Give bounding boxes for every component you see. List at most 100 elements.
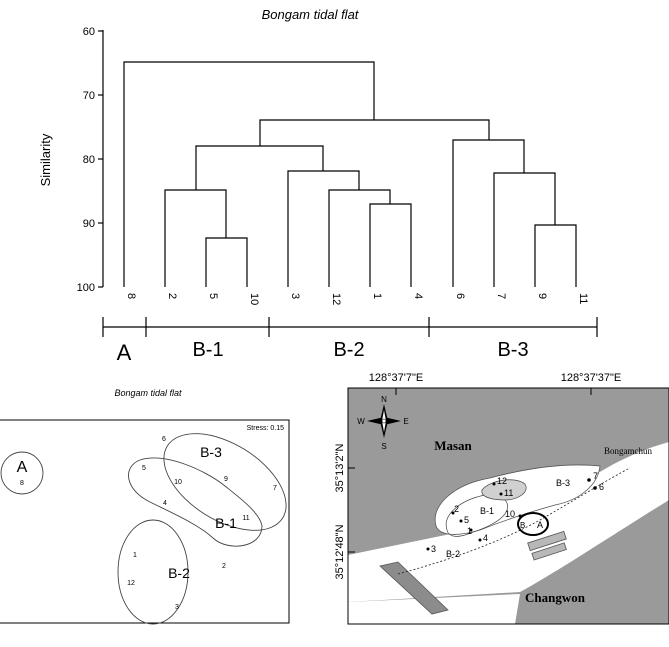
station: 5 <box>459 515 469 525</box>
station-label: 4 <box>483 533 488 543</box>
group-labels: A B-1 B-2 B-3 <box>117 339 529 365</box>
station-label: 3 <box>431 544 436 554</box>
station: 10 <box>505 509 522 519</box>
longitude-label: 128°37'37"E <box>561 372 622 384</box>
leaf-label: 12 <box>330 293 342 305</box>
group-label-a: A <box>117 340 132 365</box>
station: 2 <box>451 504 459 515</box>
map-coordinates: 128°37'7"E 128°37'37"E 35°13'2"N 35°12'4… <box>334 372 621 580</box>
group-label-b2: B-2 <box>333 339 364 361</box>
station-label: 6 <box>599 482 604 492</box>
dendrogram-branches <box>123 61 577 287</box>
mds-point: 7 <box>273 485 277 492</box>
mds-panel: Bongam tidal flat Stress: 0.15 A B-3 B-1… <box>0 388 290 625</box>
latitude-label: 35°13'2"N <box>334 443 346 492</box>
map-panel: 128°37'7"E 128°37'37"E 35°13'2"N 35°12'4… <box>334 372 669 625</box>
place-changwon: Changwon <box>525 590 586 605</box>
station: 12 <box>492 476 507 486</box>
group-label-b1: B-1 <box>215 515 237 531</box>
station: 4 <box>478 533 488 543</box>
mds-point: 1 <box>133 552 137 559</box>
latitude-label: 35°12'48"N <box>334 524 346 579</box>
station-label: 5 <box>464 515 469 525</box>
map-group-labels: B-3 B-1 B-2 A B <box>446 478 570 559</box>
tidal-flat <box>434 464 601 535</box>
mds-points: 8 6 9 7 5 10 11 4 1 12 2 3 <box>20 436 277 611</box>
station-label: 1 <box>467 526 472 536</box>
y-axis-label: Similarity <box>38 133 53 186</box>
mds-point: 4 <box>163 500 167 507</box>
station-label: 2 <box>454 504 459 514</box>
station: 3 <box>426 544 436 554</box>
mds-point: 9 <box>224 476 228 483</box>
merge-branch <box>123 61 375 287</box>
dock <box>531 542 567 561</box>
boundary-line <box>397 467 631 575</box>
merge-branch <box>195 145 324 190</box>
map-group-label: B <box>520 521 525 530</box>
map-frame <box>347 387 669 625</box>
merge-branch <box>369 203 412 287</box>
mds-point: 5 <box>142 465 146 472</box>
y-tick-label: 90 <box>83 218 95 230</box>
mds-group-labels: A B-3 B-1 B-2 <box>17 444 237 581</box>
leaf-label: 4 <box>412 293 424 299</box>
dock <box>527 530 567 552</box>
leaf-labels: 8 2 5 10 3 12 1 4 6 7 9 11 <box>125 293 589 305</box>
leaf-label: 7 <box>495 293 507 299</box>
stress-label: Stress: 0.15 <box>247 425 284 432</box>
station-label: 11 <box>504 488 513 498</box>
dendrogram-title: Bongam tidal flat <box>262 7 360 22</box>
place-bongamchun: Bongamchun <box>604 446 652 456</box>
mds-point: 11 <box>242 515 249 522</box>
y-tick-label: 80 <box>83 154 95 166</box>
group-label-b3: B-3 <box>497 339 528 361</box>
map-group-label: B-3 <box>556 478 570 488</box>
group-label-b1: B-1 <box>192 339 223 361</box>
merge-branch <box>205 237 248 287</box>
leaf-label: 8 <box>125 293 137 299</box>
station: 1 <box>467 526 473 536</box>
station: 11 <box>499 488 513 498</box>
mds-group-outlines <box>0 433 287 625</box>
station-label: 10 <box>505 509 515 519</box>
leaf-label: 2 <box>166 293 178 299</box>
compass-w: W <box>357 417 365 426</box>
map-stations: 12 7 6 11 10 2 5 1 4 3 <box>426 471 604 554</box>
merge-branch <box>452 139 525 287</box>
mds-point: 2 <box>222 563 226 570</box>
merge-branch <box>259 119 490 146</box>
compass-n: N <box>381 395 387 404</box>
leaf-label: 3 <box>289 293 301 299</box>
merge-branch <box>287 170 360 287</box>
mds-frame <box>0 419 290 624</box>
y-tick-labels: 60 70 80 90 100 <box>77 26 95 294</box>
group-label-b2: B-2 <box>168 565 190 581</box>
group-label-b3: B-3 <box>200 444 222 460</box>
merge-branch <box>493 172 556 287</box>
mds-point: 12 <box>127 580 135 587</box>
group-label-a: A <box>17 459 28 476</box>
mds-point: 6 <box>162 436 166 443</box>
river <box>590 442 669 500</box>
map-ticks <box>348 388 592 553</box>
leaf-label: 9 <box>536 293 548 299</box>
station: 6 <box>593 482 604 492</box>
leaf-label: 5 <box>207 293 219 299</box>
group-outline-b3 <box>163 433 287 531</box>
station-label: 7 <box>593 471 598 481</box>
leaf-label: 11 <box>577 293 589 304</box>
map-group-label: B-2 <box>446 549 460 559</box>
map-group-label: A <box>537 520 543 530</box>
compass-e: E <box>403 417 408 426</box>
mds-point: 10 <box>174 479 182 486</box>
y-tick-label: 100 <box>77 282 95 294</box>
station: 7 <box>587 471 598 482</box>
mds-point: 3 <box>175 604 179 611</box>
group-outline-a <box>0 451 44 495</box>
group-bracket <box>102 317 598 337</box>
compass-s: S <box>381 442 386 451</box>
group-outline-b2 <box>117 519 189 625</box>
merge-branch <box>534 224 577 287</box>
